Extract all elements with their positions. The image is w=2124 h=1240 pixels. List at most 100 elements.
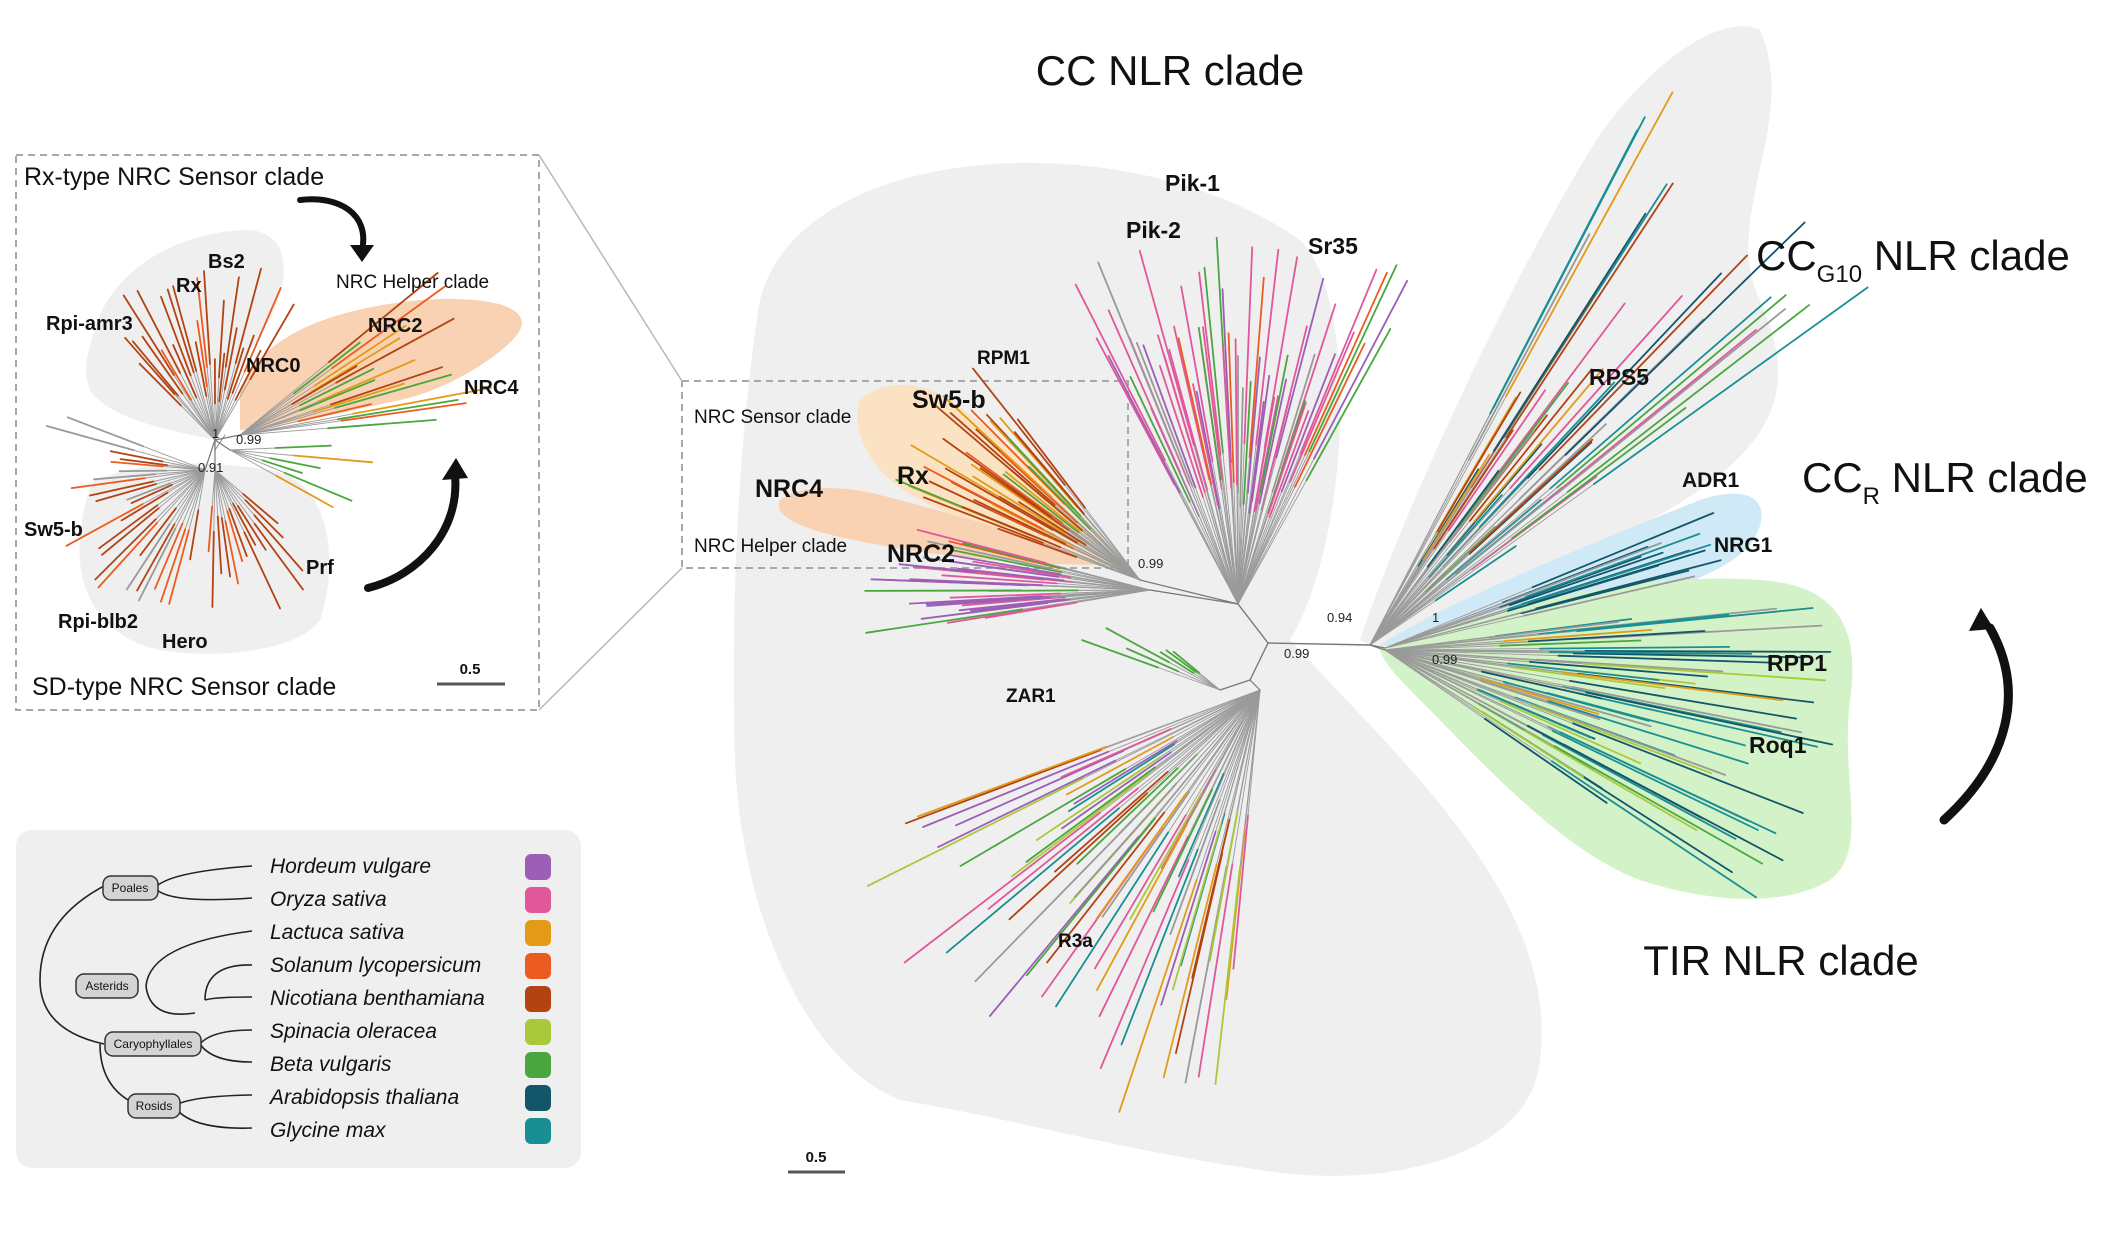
tree-branch <box>1168 348 1208 491</box>
tree-branch <box>1542 328 1757 505</box>
tree-branch <box>1523 575 1696 617</box>
legend-species-item: Arabidopsis thaliana <box>268 1085 551 1111</box>
tree-branch <box>1384 604 1511 649</box>
tree-branch <box>253 514 304 572</box>
tree-branch <box>182 469 206 524</box>
tree-branch <box>223 327 238 391</box>
tree-branch <box>1195 390 1221 510</box>
tree-branch <box>1242 380 1252 505</box>
tree-branch <box>961 596 1067 607</box>
tree-branch <box>1236 484 1239 605</box>
tree-branch <box>1369 477 1529 646</box>
tree-branch <box>1493 212 1647 452</box>
tree-branch <box>1384 649 1539 707</box>
tree-branch <box>1074 283 1166 462</box>
tree-branch <box>1176 689 1261 784</box>
tree-branch <box>1222 345 1233 489</box>
tree-branch <box>1237 603 1269 644</box>
tree-branch <box>131 340 179 397</box>
tree-branch <box>1010 468 1083 532</box>
tree-branch <box>1384 649 1486 720</box>
tree-branch <box>1165 649 1197 673</box>
tree-branch <box>261 459 303 474</box>
tree-branch <box>945 559 1060 578</box>
legend-cladogram <box>39 865 253 1129</box>
gene-label-pik1: Pik-1 <box>1165 170 1220 196</box>
tree-branch <box>942 437 1053 518</box>
tree-branch <box>1369 644 1386 651</box>
tree-branch <box>1562 671 1784 702</box>
tree-branch <box>1369 413 1491 646</box>
tree-branch <box>1061 751 1172 830</box>
tree-branch <box>214 434 226 451</box>
tree-branch <box>119 458 168 467</box>
tree-branch <box>1177 670 1221 691</box>
tree-branch <box>1055 831 1170 1008</box>
tree-branch <box>352 386 493 415</box>
tree-branch <box>1258 378 1287 504</box>
tree-branch <box>214 469 226 522</box>
tree-branch <box>1178 772 1225 878</box>
tree-branch <box>1042 528 1141 581</box>
tree-branch <box>1046 811 1166 964</box>
tree-branch <box>1154 689 1261 768</box>
tree-branch <box>1160 830 1217 1006</box>
tree-branch <box>214 362 237 441</box>
ccg10-nlr-clade-title: CCG10 NLR clade <box>1756 232 2070 288</box>
tree-branch <box>214 469 256 525</box>
tree-branch <box>1137 689 1261 789</box>
tree-branch <box>1035 756 1161 841</box>
main-tree-branches <box>864 91 1869 1113</box>
tree-branch <box>972 475 1066 535</box>
tree-branch <box>1384 586 1534 649</box>
tree-branch <box>920 602 1049 620</box>
inset-gene-hero: Hero <box>162 631 208 653</box>
tree-branch <box>1179 471 1239 605</box>
tree-branch <box>124 336 176 396</box>
tree-branch <box>1384 649 1571 682</box>
tree-branch <box>1105 627 1170 664</box>
tree-branch <box>1237 502 1261 605</box>
tree-branch <box>1384 649 1551 653</box>
tree-branch <box>1063 579 1151 591</box>
tree-branch <box>1547 700 1749 765</box>
tree-branch <box>234 349 262 401</box>
tree-branch <box>916 529 1047 564</box>
tree-branch <box>1426 469 1500 568</box>
tree-branch <box>1576 607 1814 632</box>
legend-species-item: Lactuca sativa <box>270 920 551 946</box>
tree-branch <box>1384 649 1584 665</box>
tree-branch <box>1369 493 1558 646</box>
legend-species-name: Nicotiana benthamiana <box>270 987 485 1010</box>
tree-branch <box>177 395 216 441</box>
tree-branch <box>220 517 232 578</box>
inset-helper-clade-background <box>240 299 522 430</box>
gene-label-rx: Rx <box>897 462 929 490</box>
tree-branch <box>93 473 157 481</box>
tree-branch <box>1480 677 1600 715</box>
svg-text:Asterids: Asterids <box>85 979 128 993</box>
tree-branch <box>1198 271 1222 456</box>
tree-branch <box>1202 496 1239 605</box>
main-scale-label: 0.5 <box>806 1149 827 1166</box>
gene-label-rpm1: RPM1 <box>977 348 1030 369</box>
tree-branch <box>1428 493 1503 579</box>
tree-branch <box>1508 559 1662 610</box>
tree-branch <box>1016 418 1086 509</box>
tree-branch <box>66 416 145 448</box>
legend-species-name: Lactuca sativa <box>270 921 404 944</box>
tree-branch <box>961 506 1062 549</box>
tree-branch <box>214 469 223 519</box>
tree-branch <box>1268 325 1308 481</box>
tree-branch <box>1551 760 1757 899</box>
tree-branch <box>1059 589 1151 594</box>
tree-branch <box>1548 650 1753 655</box>
gene-label-rpp1: RPP1 <box>1767 650 1827 676</box>
tree-branch <box>1202 326 1224 481</box>
tree-branch <box>1557 654 1772 664</box>
tree-branch <box>166 469 206 472</box>
legend-species-item: Oryza sativa <box>270 887 551 913</box>
tree-branch <box>1059 546 1141 581</box>
tree-branch <box>1002 473 1080 534</box>
tree-branch <box>1520 569 1690 615</box>
